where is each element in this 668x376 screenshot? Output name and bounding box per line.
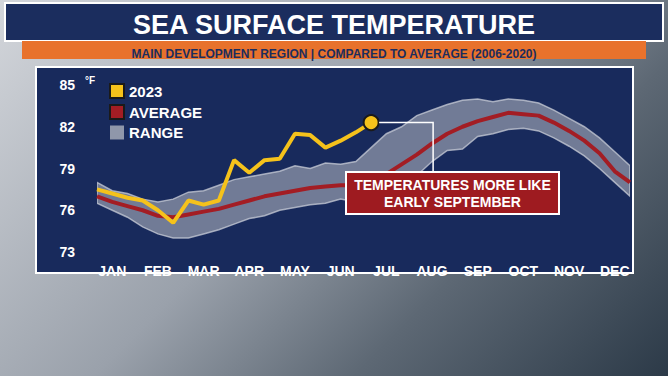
svg-text:APR: APR xyxy=(235,263,265,279)
svg-text:85: 85 xyxy=(59,77,75,93)
svg-text:EARLY SEPTEMBER: EARLY SEPTEMBER xyxy=(384,194,521,210)
svg-text:82: 82 xyxy=(59,119,75,135)
svg-text:76: 76 xyxy=(59,202,75,218)
svg-text:TEMPERATURES MORE LIKE: TEMPERATURES MORE LIKE xyxy=(354,177,551,193)
svg-text:SEP: SEP xyxy=(464,263,492,279)
svg-text:SEA SURFACE TEMPERATURE: SEA SURFACE TEMPERATURE xyxy=(133,10,535,40)
svg-text:JAN: JAN xyxy=(98,263,126,279)
svg-text:FEB: FEB xyxy=(144,263,172,279)
svg-text:79: 79 xyxy=(59,161,75,177)
svg-text:OCT: OCT xyxy=(509,263,539,279)
svg-text:DEC: DEC xyxy=(600,263,630,279)
svg-text:°F: °F xyxy=(85,75,95,86)
svg-text:JUN: JUN xyxy=(327,263,355,279)
svg-text:MAR: MAR xyxy=(188,263,220,279)
svg-text:AVERAGE: AVERAGE xyxy=(129,104,202,121)
svg-text:73: 73 xyxy=(59,244,75,260)
svg-text:JUL: JUL xyxy=(373,263,400,279)
svg-text:RANGE: RANGE xyxy=(129,124,183,141)
svg-text:MAIN DEVELOPMENT REGION | COMP: MAIN DEVELOPMENT REGION | COMPARED TO AV… xyxy=(132,47,537,61)
svg-text:AUG: AUG xyxy=(416,263,447,279)
svg-text:NOV: NOV xyxy=(554,263,585,279)
svg-text:2023: 2023 xyxy=(129,83,162,100)
svg-text:MAY: MAY xyxy=(280,263,310,279)
